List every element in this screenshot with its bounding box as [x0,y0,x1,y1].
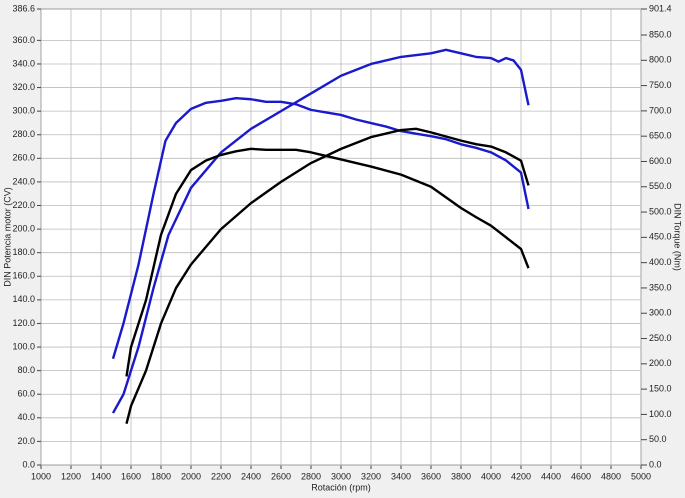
y2-tick-label: 300.0 [649,308,672,318]
y2-tick-label: 450.0 [649,232,672,242]
y2-tick-label: 901.4 [649,3,672,13]
y-tick-label: 300.0 [12,106,35,116]
y2-tick-label: 350.0 [649,282,672,292]
y-tick-label: 60.0 [17,389,35,399]
x-tick-label: 1200 [61,471,81,481]
x-tick-label: 4800 [601,471,621,481]
y-tick-label: 180.0 [12,247,35,257]
y-tick-label: 140.0 [12,294,35,304]
y-tick-label: 340.0 [12,58,35,68]
x-tick-label: 1600 [121,471,141,481]
x-tick-label: 3000 [331,471,351,481]
x-tick-label: 4200 [511,471,531,481]
series-line [111,97,530,360]
y-tick-label: 280.0 [12,129,35,139]
x-tick-label: 3200 [361,471,381,481]
y2-tick-label: 750.0 [649,80,672,90]
series-line [111,48,530,414]
y-tick-label: 260.0 [12,153,35,163]
x-tick-label: 5000 [631,471,651,481]
y2-tick-label: 850.0 [649,29,672,39]
x-tick-label: 3400 [391,471,411,481]
y2-tick-label: 250.0 [649,333,672,343]
series-line [125,147,530,377]
y-tick-label: 320.0 [12,82,35,92]
y-axis-label: DIN Potencia motor (CV) [2,187,12,287]
y2-tick-label: 500.0 [649,206,672,216]
series-line [125,127,530,425]
y-tick-label: 0.0 [22,459,35,469]
y2-axis-label: DIN Torque (Nm) [673,203,683,271]
x-tick-label: 2400 [241,471,261,481]
y-tick-label: 120.0 [12,318,35,328]
y2-tick-label: 700.0 [649,105,672,115]
y2-tick-label: 600.0 [649,156,672,166]
x-tick-label: 2600 [271,471,291,481]
y-tick-label: 80.0 [17,365,35,375]
x-tick-label: 3800 [451,471,471,481]
x-tick-label: 2200 [211,471,231,481]
x-axis-label: Rotación (rpm) [311,482,371,492]
y-tick-label: 360.0 [12,35,35,45]
y2-tick-label: 50.0 [649,434,667,444]
y-tick-label: 386.6 [12,3,35,13]
y-tick-label: 200.0 [12,223,35,233]
y-tick-label: 160.0 [12,271,35,281]
x-tick-label: 1000 [31,471,51,481]
y2-tick-label: 200.0 [649,358,672,368]
y2-tick-label: 400.0 [649,257,672,267]
y2-tick-label: 100.0 [649,409,672,419]
x-tick-label: 3600 [421,471,441,481]
x-tick-label: 2800 [301,471,321,481]
y-tick-label: 40.0 [17,412,35,422]
y-tick-label: 20.0 [17,436,35,446]
x-tick-label: 1800 [151,471,171,481]
x-tick-label: 4600 [571,471,591,481]
x-tick-label: 2000 [181,471,201,481]
y-tick-label: 240.0 [12,176,35,186]
x-tick-label: 1400 [91,471,111,481]
y-tick-label: 100.0 [12,341,35,351]
x-tick-label: 4000 [481,471,501,481]
y2-tick-label: 150.0 [649,383,672,393]
y-tick-label: 220.0 [12,200,35,210]
y2-tick-label: 800.0 [649,55,672,65]
x-tick-label: 4400 [541,471,561,481]
y2-tick-label: 550.0 [649,181,672,191]
y2-tick-label: 650.0 [649,131,672,141]
y2-tick-label: 0.0 [649,459,662,469]
